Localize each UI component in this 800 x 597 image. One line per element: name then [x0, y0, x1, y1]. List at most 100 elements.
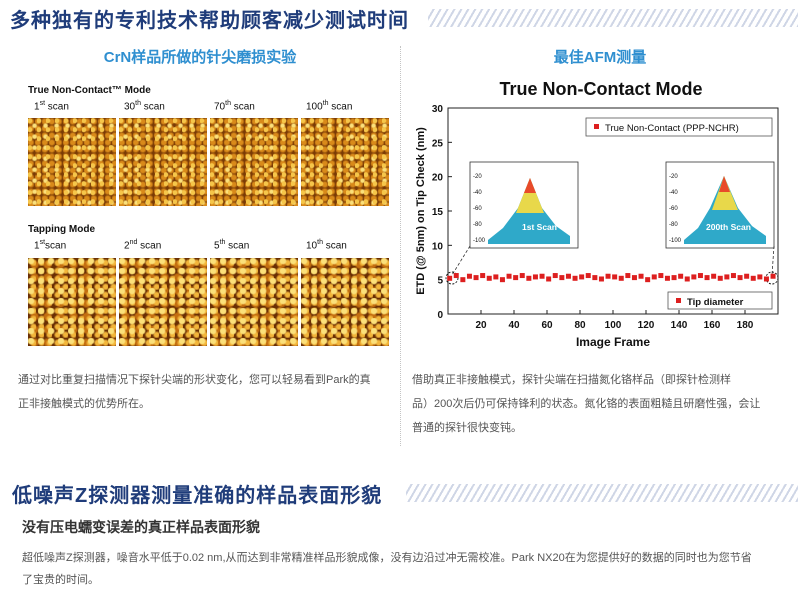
y-tick-label-15: 15 [432, 207, 444, 218]
data-point-3 [466, 273, 472, 279]
x-tick-label-20: 20 [475, 320, 487, 331]
legend-bottom-box [667, 291, 773, 310]
data-point-0 [447, 275, 453, 281]
x-tick-label-120: 120 [638, 320, 655, 331]
legend-top-box [585, 117, 773, 137]
inset-tick--80: -80 [669, 222, 678, 228]
tp-scan-label-1: 1stscan [34, 239, 67, 252]
data-point-32 [658, 273, 664, 279]
inset-200th-label: 200th Scan [706, 222, 751, 232]
x-tick-label-160: 160 [704, 320, 721, 331]
inset-1st-label: 1st Scan [522, 222, 557, 232]
data-point-37 [691, 274, 697, 280]
data-point-18 [565, 273, 571, 279]
data-point-21 [585, 273, 591, 279]
afm-image-nc-1 [28, 118, 116, 206]
data-point-14 [539, 273, 545, 279]
data-point-19 [572, 275, 578, 281]
nc-mode-label: True Non-Contact™ Mode [28, 85, 151, 96]
data-point-13 [532, 274, 538, 280]
data-point-8 [499, 277, 505, 283]
legend-top-marker [594, 124, 599, 129]
data-point-7 [493, 274, 499, 280]
left-column-heading: CrN样品所做的针尖磨损实验 [103, 49, 297, 66]
y-tick-label-5: 5 [437, 276, 443, 287]
data-point-27 [625, 273, 631, 279]
data-point-45 [744, 273, 750, 279]
right-caption-line-2: 品）200次后仍可保持锋利的状态。氮化铬的表面粗糙且研磨性强，会让 [412, 398, 761, 410]
tp-scan-label-5: 5th scan [214, 239, 250, 252]
legend-bottom-marker [676, 298, 681, 303]
y-tick-label-25: 25 [432, 138, 444, 149]
x-tick-label-80: 80 [574, 320, 586, 331]
data-point-29 [638, 273, 644, 279]
data-point-12 [526, 275, 532, 281]
data-point-36 [684, 276, 690, 282]
legend-bottom-label: Tip diameter [687, 297, 744, 308]
inset-1st-scan: 1st Scan -20 -40 -60 -80 -100 [469, 161, 579, 249]
legend-top-label: True Non-Contact (PPP-NCHR) [605, 123, 739, 134]
nc-scan-label-70: 70th scan [214, 100, 255, 113]
title-decoration-2 [406, 484, 798, 502]
data-point-38 [697, 273, 703, 279]
chart-points [447, 273, 776, 283]
data-point-41 [717, 275, 723, 281]
data-point-33 [664, 275, 670, 281]
x-tick-label-60: 60 [541, 320, 553, 331]
inset-1st-ticks: -20 -40 -60 -80 -100 [473, 174, 486, 244]
inset-tick--100: -100 [473, 238, 486, 244]
y-tick-label-0: 0 [437, 310, 443, 321]
data-point-10 [513, 275, 519, 281]
data-point-15 [546, 276, 552, 282]
right-caption: 借助真正非接触模式，探针尖端在扫描氮化铬样品（即探针检测样 品）200次后仍可保… [412, 368, 792, 440]
inset-tick--80: -80 [473, 222, 482, 228]
callout-line-left [451, 245, 471, 276]
inset-tick--60: -60 [473, 206, 482, 212]
data-point-25 [612, 274, 618, 280]
inset-1st-tip-top [516, 178, 544, 213]
tip-wear-chart: True Non-Contact Mode ETD (@ 5nm) on Tip… [408, 68, 788, 358]
data-point-47 [757, 274, 763, 280]
left-caption: 通过对比重复扫描情况下探针尖端的形状变化，您可以轻易看到Park的真 正非接触模… [18, 368, 393, 416]
data-point-42 [724, 274, 730, 280]
y-axis-label: ETD (@ 5nm) on Tip Check (nm) [415, 127, 427, 295]
section-title-1: 多种独有的专利技术帮助顾客减少测试时间 [10, 10, 409, 32]
y-tick-label-10: 10 [432, 241, 444, 252]
data-point-6 [486, 275, 492, 281]
tp-scan-label-10: 10th scan [306, 239, 347, 252]
data-point-30 [645, 277, 651, 283]
chart-svg: True Non-Contact Mode ETD (@ 5nm) on Tip… [415, 79, 779, 349]
data-point-16 [552, 273, 558, 279]
inset-200th-ticks: -20 -40 -60 -80 -100 [669, 174, 682, 244]
tapping-mode-label: Tapping Mode [28, 224, 96, 235]
x-tick-label-180: 180 [737, 320, 754, 331]
afm-image-nc-100 [301, 118, 389, 206]
section-body: 超低噪声Z探测器，噪音水平低于0.02 nm,从而达到非常精准样品形貌成像，没有… [22, 547, 792, 591]
tp-scan-label-2: 2nd scan [124, 239, 162, 252]
chart-axes: 0 5 10 15 20 25 30 20 40 60 80 100 120 140 160 180 [432, 104, 754, 331]
data-point-43 [730, 273, 736, 279]
right-column-heading: 最佳AFM测量 [553, 49, 647, 66]
left-caption-line-2: 正非接触模式的优势所在。 [18, 398, 150, 410]
afm-image-tp-10 [301, 258, 389, 346]
afm-image-nc-70 [210, 118, 298, 206]
inset-tick--60: -60 [669, 206, 678, 212]
data-point-4 [473, 275, 479, 281]
section-body-line-1: 超低噪声Z探测器，噪音水平低于0.02 nm,从而达到非常精准样品形貌成像，没有… [22, 552, 752, 564]
afm-image-tp-1 [28, 258, 116, 346]
inset-tick--20: -20 [669, 174, 678, 180]
chart-title: True Non-Contact Mode [500, 79, 703, 99]
data-point-9 [506, 273, 512, 279]
title-decoration-1 [428, 9, 798, 27]
column-divider [400, 46, 401, 446]
nc-scan-label-100: 100th scan [306, 100, 353, 113]
data-point-48 [763, 276, 769, 282]
right-caption-line-3: 普通的探针很快变钝。 [412, 422, 522, 434]
x-axis-label: Image Frame [576, 335, 650, 349]
data-point-39 [704, 275, 710, 281]
data-point-20 [579, 274, 585, 280]
data-point-35 [678, 273, 684, 279]
data-point-28 [631, 275, 637, 281]
data-point-46 [750, 275, 756, 281]
x-tick-label-140: 140 [671, 320, 688, 331]
